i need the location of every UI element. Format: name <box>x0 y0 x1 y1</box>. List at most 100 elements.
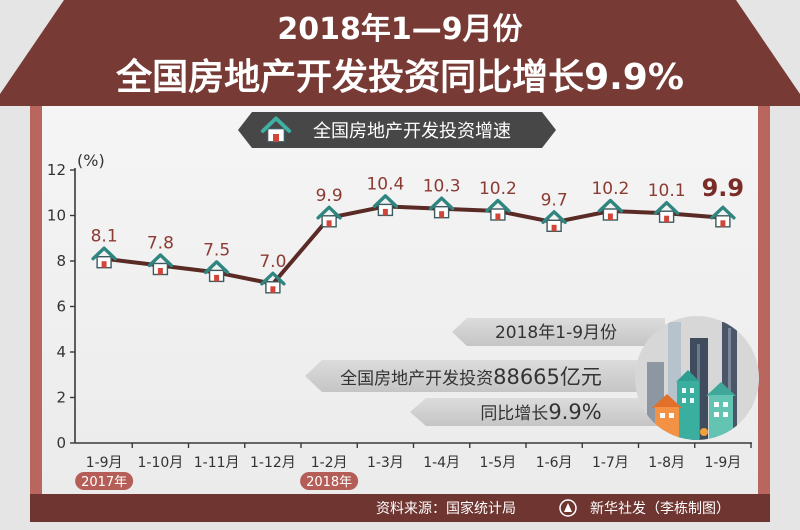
data-point-house-icon <box>597 198 624 221</box>
house-teal-window <box>723 412 728 417</box>
legend-house-roof <box>260 116 292 133</box>
house-roof <box>0 0 800 106</box>
marker-house-roof <box>147 253 174 268</box>
data-label: 9.7 <box>541 190 568 210</box>
marker-house-roof <box>653 200 680 215</box>
marker-house-roof <box>91 246 117 261</box>
marker-house-roof <box>597 198 624 213</box>
year-badge-pill <box>300 472 359 490</box>
house-orange-window <box>669 413 674 418</box>
marker-house-door <box>607 213 613 220</box>
y-tick-label: 10 <box>47 207 66 225</box>
year-badge-label: 2018年 <box>306 475 352 490</box>
year-badge: 2017年 <box>75 472 134 490</box>
summary-growth-value: 9.9% <box>548 400 601 424</box>
data-label: 9.9 <box>702 174 745 202</box>
logo-mark <box>564 503 572 512</box>
marker-house-door <box>720 220 726 227</box>
year-badge: 2018年 <box>300 472 359 490</box>
title-line-2: 全国房地产开发投资同比增长9.9% <box>115 56 684 98</box>
x-tick-label: 1-8月 <box>648 455 685 471</box>
marker-house-door <box>495 213 501 220</box>
data-label: 7.8 <box>147 234 174 254</box>
line-chart: 0 2 4 6 8 10 12 1-9月 1-10月 1-11月 1-12月 1-2月 1-3月 1-4月… <box>47 161 752 490</box>
x-tick-label: 1-11月 <box>194 455 240 471</box>
logo-ring <box>559 499 577 517</box>
data-label: 10.3 <box>423 177 461 197</box>
marker-house-door <box>439 211 445 218</box>
building-teal-window <box>690 388 694 393</box>
xinhua-logo-icon <box>559 499 577 517</box>
data-label: 9.9 <box>316 186 343 206</box>
legend-ribbon <box>238 112 556 148</box>
building-teal-window <box>682 398 686 403</box>
marker-house-door <box>664 215 670 223</box>
x-tick-label: 1-12月 <box>250 455 296 471</box>
data-label: 10.2 <box>591 179 629 199</box>
data-point-house-icon <box>541 210 567 233</box>
source-text: 资料来源：国家统计局 <box>376 500 516 517</box>
summary-panel: 2018年1-9月份 全国房地产开发投资88665亿元 同比增长9.9% <box>305 318 665 426</box>
legend-label: 全国房地产开发投资增速 <box>313 121 511 142</box>
x-tick-label: 1-9月 <box>704 455 741 471</box>
y-tick-label: 4 <box>56 343 66 361</box>
footer: 资料来源：国家统计局 新华社发（李栋制图） <box>30 494 770 522</box>
marker-house-door <box>214 274 220 282</box>
summary-investment-label: 全国房地产开发投资 <box>340 369 493 389</box>
data-label: 7.5 <box>203 240 230 260</box>
house-teal-window <box>714 402 719 407</box>
summary-growth-text: 同比增长9.9% <box>480 400 601 424</box>
house-wall-left <box>30 104 42 496</box>
x-tick-label: 1-10月 <box>137 455 183 471</box>
house-teal-roof <box>706 382 736 396</box>
marker-house-door <box>101 261 107 268</box>
y-tick-label: 12 <box>47 161 66 179</box>
legend-house-door <box>273 134 279 142</box>
year-badge-pill <box>75 472 134 490</box>
y-tick-label: 0 <box>56 434 66 452</box>
x-tick-label: 1-4月 <box>423 455 460 471</box>
summary-investment-value: 88665亿元 <box>493 365 602 389</box>
data-point-house-icon <box>147 253 174 276</box>
legend: 全国房地产开发投资增速 <box>238 112 556 148</box>
house-orange-window <box>660 413 665 418</box>
city-buildings-illustration <box>635 316 759 440</box>
house-teal-window <box>723 402 728 407</box>
x-tick-label: 1-5月 <box>479 455 516 471</box>
house-interior <box>42 104 758 496</box>
buildings-group <box>641 322 737 440</box>
summary-banner-investment <box>305 360 665 392</box>
house-teal-window <box>714 412 719 417</box>
credit-text: 新华社发（李栋制图） <box>590 500 730 517</box>
data-point-house-icon <box>485 198 511 221</box>
title-line-1: 2018年1—9月份 <box>277 12 522 47</box>
y-tick-label: 2 <box>56 389 66 407</box>
marker-house-door <box>270 286 276 293</box>
tree <box>700 428 708 436</box>
building-teal-window <box>690 398 694 403</box>
summary-growth-label: 同比增长 <box>480 404 548 424</box>
data-point-house-icon <box>710 205 736 228</box>
data-point-house-icon <box>91 246 117 269</box>
data-label: 10.1 <box>648 181 686 201</box>
marker-house-roof <box>710 205 736 220</box>
marker-house-roof <box>485 198 511 213</box>
marker-house-door <box>551 224 557 232</box>
summary-investment-text: 全国房地产开发投资88665亿元 <box>340 365 602 389</box>
data-point-house-icon <box>260 271 286 294</box>
data-label: 10.2 <box>479 179 517 199</box>
marker-house-roof <box>541 210 567 225</box>
y-unit-label: (%) <box>77 151 105 170</box>
building-slate-right-stripe <box>728 328 731 438</box>
marker-house-roof <box>372 194 399 209</box>
data-point-house-icon <box>653 200 680 223</box>
building-teal-window <box>682 388 686 393</box>
y-tick-label: 6 <box>56 298 66 316</box>
data-point-house-icon <box>203 260 230 283</box>
house-wall-right <box>758 104 770 496</box>
data-label: 7.0 <box>259 252 286 272</box>
house-icon <box>260 116 292 143</box>
building-teal <box>677 381 699 440</box>
data-point-house-icon <box>316 205 342 228</box>
